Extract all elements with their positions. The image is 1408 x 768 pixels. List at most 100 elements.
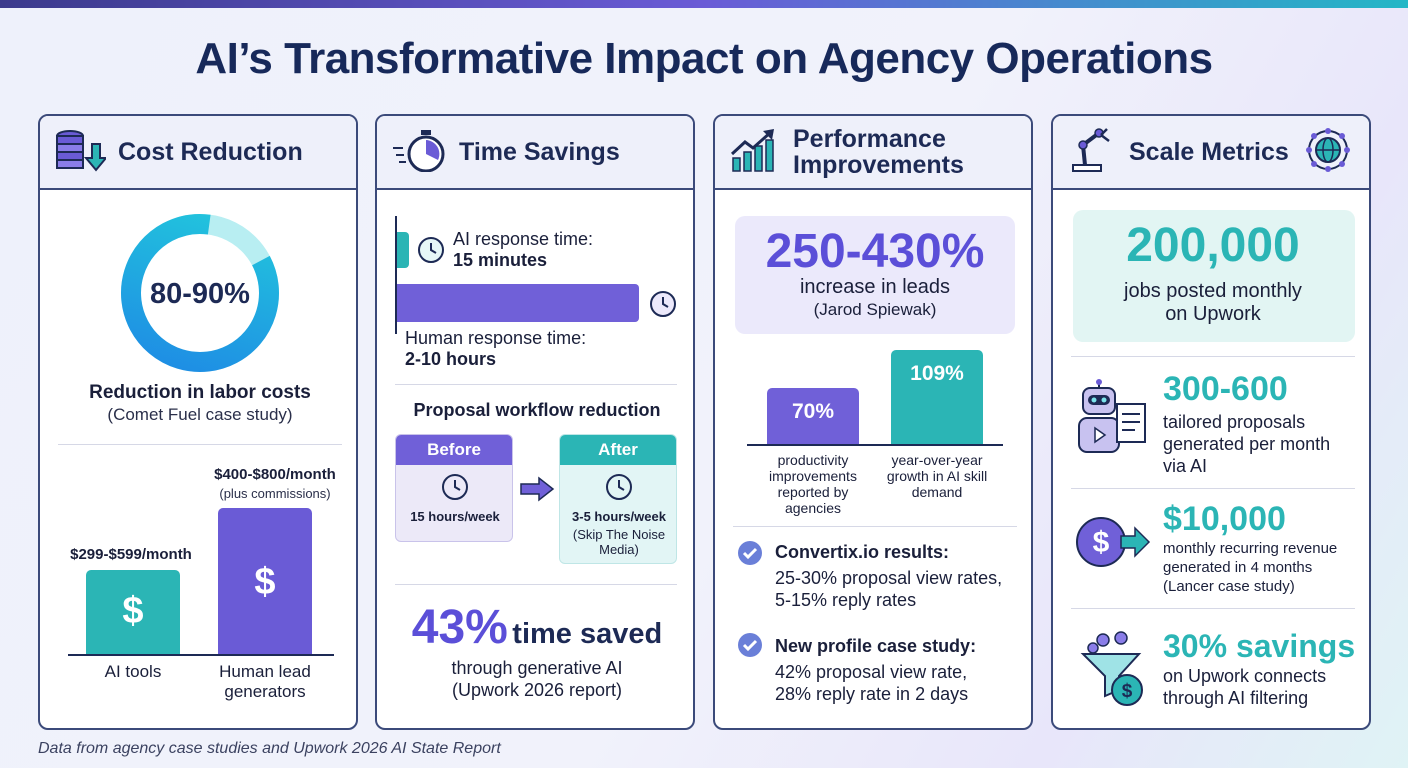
human-response-bar [397,284,639,322]
profile-case-line-2: 28% reply rate in 2 days [775,684,969,704]
scale-metrics-panel: Scale Metrics 200,000 jobs posted monthl… [1051,114,1371,730]
dollar-icon: $ [254,561,276,603]
donut-label: Reduction in labor costs [89,382,311,403]
performance-panel-header: Performance Improvements [715,116,1031,190]
ai-skill-demand-label: year-over-year growth in AI skill demand [886,452,988,500]
mrr-label-2: generated in 4 months [1163,559,1313,576]
profile-case-line-1: 42% proposal view rate, [775,662,968,682]
mrr-value: $10,000 [1163,500,1286,538]
time-saved-text: time saved [512,618,663,650]
ai-tools-price: $299-$599/month [70,546,192,563]
ai-tools-bar [86,570,180,654]
jobs-card [1073,210,1355,342]
time-saved-headline: 43% time saved [377,600,693,655]
baseline [747,444,1003,446]
ai-skill-demand-value: 109% [910,362,964,385]
after-value: 3-5 hours/week [572,509,666,524]
robot-arm-icon [1067,125,1117,180]
svg-text:$: $ [1122,681,1133,702]
arrow-right-icon [519,476,555,507]
divider [1071,608,1355,609]
divider [1071,356,1355,357]
scale-panel-header: Scale Metrics [1053,116,1369,190]
profile-case-title: New profile case study: [775,636,977,656]
leads-source: (Jarod Spiewak) [813,300,937,319]
coins-down-icon [54,128,109,177]
funnel-coin-icon: $ [1079,630,1149,715]
timeline-axis [395,216,397,334]
check-circle-icon [737,540,763,571]
top-accent-bar [0,0,1408,8]
human-price-note: (plus commissions) [219,486,331,501]
convertix-line-2: 5-15% reply rates [775,590,917,610]
ai-tools-label: AI tools [104,662,162,681]
convertix-title: Convertix.io results: [775,542,950,562]
donut-source: (Comet Fuel case study) [107,405,293,424]
before-value: 15 hours/week [410,509,500,524]
before-card: Before 15 hours/week [395,434,513,542]
divider [395,384,677,385]
time-saved-source: (Upwork 2026 report) [451,680,623,700]
dollar-icon: $ [122,590,144,632]
time-panel-header: Time Savings [377,116,693,190]
growth-chart-icon [729,126,781,179]
connects-label-2: through AI filtering [1163,688,1309,708]
clock-icon [441,473,469,506]
proposals-label-3: via AI [1163,456,1208,476]
cost-panel-header: Cost Reduction [40,116,356,190]
labor-cost-donut [121,214,279,372]
cost-panel-title: Cost Reduction [118,137,303,166]
time-panel-title: Time Savings [459,137,620,166]
dollar-arrow-icon: $ [1075,514,1151,575]
jobs-label-2: on Upwork [1165,303,1261,325]
after-source: (Skip The Noise Media) [572,527,666,557]
scale-panel-title: Scale Metrics [1129,137,1289,166]
performance-panel-title: Performance Improvements [793,124,964,179]
time-saved-percent: 43% [411,601,508,654]
jobs-value: 200,000 [1126,219,1300,272]
time-savings-panel: Time Savings AI response time: 15 minute… [375,114,695,730]
leads-label: increase in leads [799,276,951,298]
divider [58,444,342,445]
leads-card [735,216,1015,334]
human-response-value: 2-10 hours [405,349,497,369]
ai-response-label: AI response time: [453,229,594,249]
cost-reduction-panel: Cost Reduction 80-90% Reduction in labor… [38,114,358,730]
clock-icon [417,236,445,269]
svg-text:$: $ [1093,526,1110,559]
check-circle-icon [737,632,763,663]
connects-savings-value: 30% savings [1163,628,1356,664]
ai-response-value: 15 minutes [453,250,548,270]
human-response-label: Human response time: [405,328,587,348]
clock-icon [649,290,677,323]
ai-skill-demand-bar [891,350,983,444]
productivity-label: productivity improvements reported by ag… [769,452,857,516]
human-bar [218,508,312,654]
productivity-bar [767,388,859,444]
jobs-label-1: jobs posted monthly [1124,280,1302,302]
stopwatch-icon [391,128,447,177]
workflow-title: Proposal workflow reduction [413,400,661,420]
human-price: $400-$800/month [214,466,336,483]
convertix-line-1: 25-30% proposal view rates, [775,568,1003,588]
after-label: After [560,435,676,465]
proposals-label-1: tailored proposals [1163,412,1306,432]
divider [1071,488,1355,489]
time-saved-sub: through generative AI [451,658,623,678]
globe-network-icon [1303,125,1353,180]
ai-response-bar [397,232,409,268]
page-title: AI’s Transformative Impact on Agency Ope… [195,34,1213,83]
baseline [68,654,334,656]
proposals-value: 300-600 [1163,370,1288,408]
mrr-label-3: (Lancer case study) [1163,578,1295,595]
after-card: After 3-5 hours/week (Skip The Noise Med… [559,434,677,564]
donut-value: 80-90% [150,278,250,310]
robot-document-icon [1075,378,1149,465]
human-label: Human lead generators [219,662,311,701]
footer-source-note: Data from agency case studies and Upwork… [38,740,501,757]
proposals-label-2: generated per month [1163,434,1331,454]
performance-panel: Performance Improvements 250-430% increa… [713,114,1033,730]
connects-label-1: on Upwork connects [1163,666,1327,686]
divider [395,584,677,585]
divider [733,526,1017,527]
